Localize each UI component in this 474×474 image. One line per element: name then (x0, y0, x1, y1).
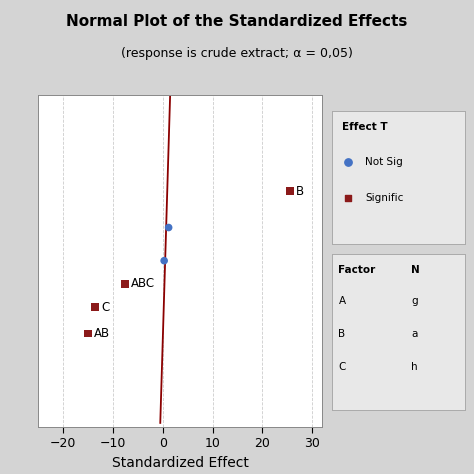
Text: B: B (338, 329, 346, 339)
Text: Normal Plot of the Standardized Effects: Normal Plot of the Standardized Effects (66, 14, 408, 29)
Text: Not Sig: Not Sig (365, 157, 403, 167)
Point (344, 158, 352, 165)
Text: Factor: Factor (338, 265, 376, 275)
Point (286, 187, 294, 195)
Text: g: g (411, 296, 418, 306)
Text: N: N (411, 265, 420, 275)
Text: Signific: Signific (365, 192, 403, 203)
Text: C: C (338, 362, 346, 372)
Text: (response is crude extract; α = 0,05): (response is crude extract; α = 0,05) (121, 47, 353, 60)
Text: a: a (411, 329, 418, 339)
Point (165, 224, 173, 231)
Text: C: C (101, 301, 109, 314)
Point (84, 330, 91, 337)
Text: AB: AB (94, 327, 110, 340)
Text: B: B (296, 184, 304, 198)
Text: A: A (338, 296, 346, 306)
Text: ABC: ABC (131, 277, 155, 291)
Point (91, 303, 99, 311)
Point (344, 194, 352, 201)
Point (121, 280, 129, 288)
Point (160, 257, 168, 264)
Text: Effect T: Effect T (342, 122, 388, 132)
Text: h: h (411, 362, 418, 372)
X-axis label: Standardized Effect: Standardized Effect (112, 456, 248, 470)
